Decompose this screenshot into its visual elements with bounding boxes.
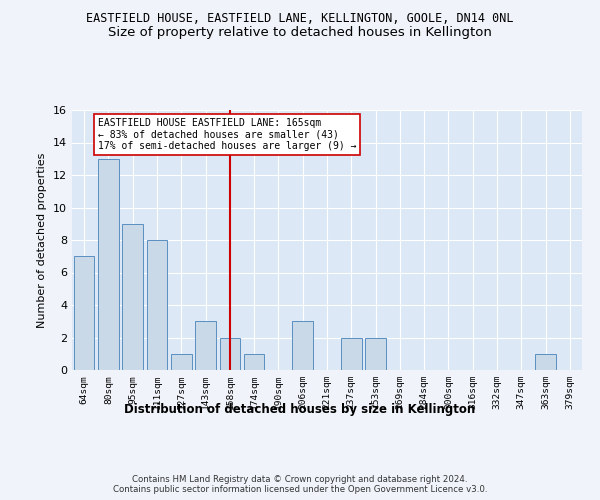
Bar [365,338,386,370]
Bar [220,338,240,370]
Bar [292,322,313,370]
Text: EASTFIELD HOUSE, EASTFIELD LANE, KELLINGTON, GOOLE, DN14 0NL: EASTFIELD HOUSE, EASTFIELD LANE, KELLING… [86,12,514,26]
Bar [341,338,362,370]
Bar [171,354,191,370]
Bar [195,322,216,370]
Bar [98,159,119,370]
Text: Size of property relative to detached houses in Kellington: Size of property relative to detached ho… [108,26,492,39]
Bar [122,224,143,370]
Text: Distribution of detached houses by size in Kellington: Distribution of detached houses by size … [124,402,476,415]
Y-axis label: Number of detached properties: Number of detached properties [37,152,47,328]
Text: Contains HM Land Registry data © Crown copyright and database right 2024.
Contai: Contains HM Land Registry data © Crown c… [113,474,487,494]
Bar [146,240,167,370]
Text: EASTFIELD HOUSE EASTFIELD LANE: 165sqm
← 83% of detached houses are smaller (43): EASTFIELD HOUSE EASTFIELD LANE: 165sqm ←… [97,118,356,152]
Bar [74,256,94,370]
Bar [535,354,556,370]
Bar [244,354,265,370]
